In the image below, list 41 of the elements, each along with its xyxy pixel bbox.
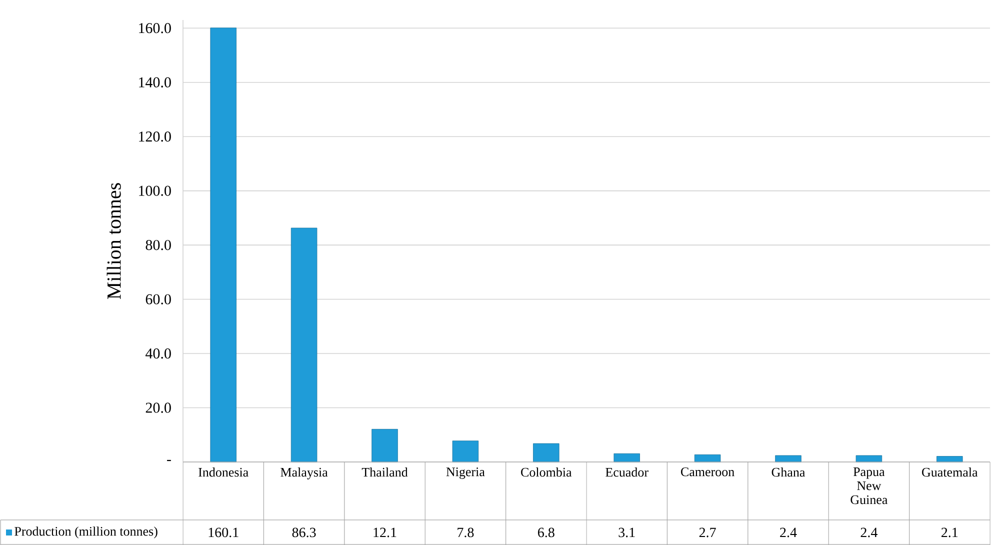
data-label: 12.1: [374, 528, 396, 538]
data-label: 2.7: [699, 528, 716, 538]
x-tick-label: Ghana: [772, 468, 806, 477]
bar: [856, 455, 882, 462]
bar: [694, 454, 721, 462]
data-label: 6.8: [538, 528, 554, 538]
bar: [210, 28, 236, 462]
bar: [775, 455, 802, 462]
x-tick-label: Indonesia: [198, 468, 248, 477]
y-tick-label: -: [167, 460, 171, 462]
x-tick-label: Thailand: [362, 468, 408, 477]
data-label: 160.1: [208, 528, 238, 538]
bar: [614, 453, 640, 462]
y-tick-label: 40.0: [146, 348, 171, 359]
data-label: 86.3: [292, 528, 316, 538]
x-tick-label: Papua New Guinea: [850, 468, 888, 504]
x-tick-label: Colombia: [521, 468, 572, 477]
data-label: 3.1: [618, 528, 635, 538]
data-label: 2.4: [780, 528, 797, 538]
data-label: 2.4: [860, 528, 878, 538]
y-tick-label: 120.0: [139, 131, 171, 142]
bar: [452, 440, 479, 462]
data-label: 2.1: [942, 528, 958, 538]
x-tick-label: Nigeria: [446, 468, 485, 479]
bar: [936, 456, 963, 462]
bar: [372, 428, 398, 462]
y-axis-title: Million tonnes: [106, 183, 121, 300]
y-tick-label: 140.0: [139, 77, 171, 88]
y-tick-label: 100.0: [139, 186, 171, 196]
y-tick-label: 80.0: [146, 240, 171, 250]
y-tick-label: 160.0: [139, 23, 171, 34]
data-label: 7.8: [458, 528, 474, 538]
x-tick-label: Cameroon: [681, 468, 734, 476]
bar: [290, 228, 318, 462]
x-tick-label: Malaysia: [280, 468, 328, 480]
y-tick-label: 60.0: [146, 294, 171, 304]
x-tick-label: Guatemala: [922, 468, 978, 477]
legend-label: Production (million tonnes): [14, 526, 158, 538]
x-tick-label: Ecuador: [606, 468, 648, 477]
bar: [533, 443, 560, 462]
y-tick-label: 20.0: [146, 402, 171, 413]
